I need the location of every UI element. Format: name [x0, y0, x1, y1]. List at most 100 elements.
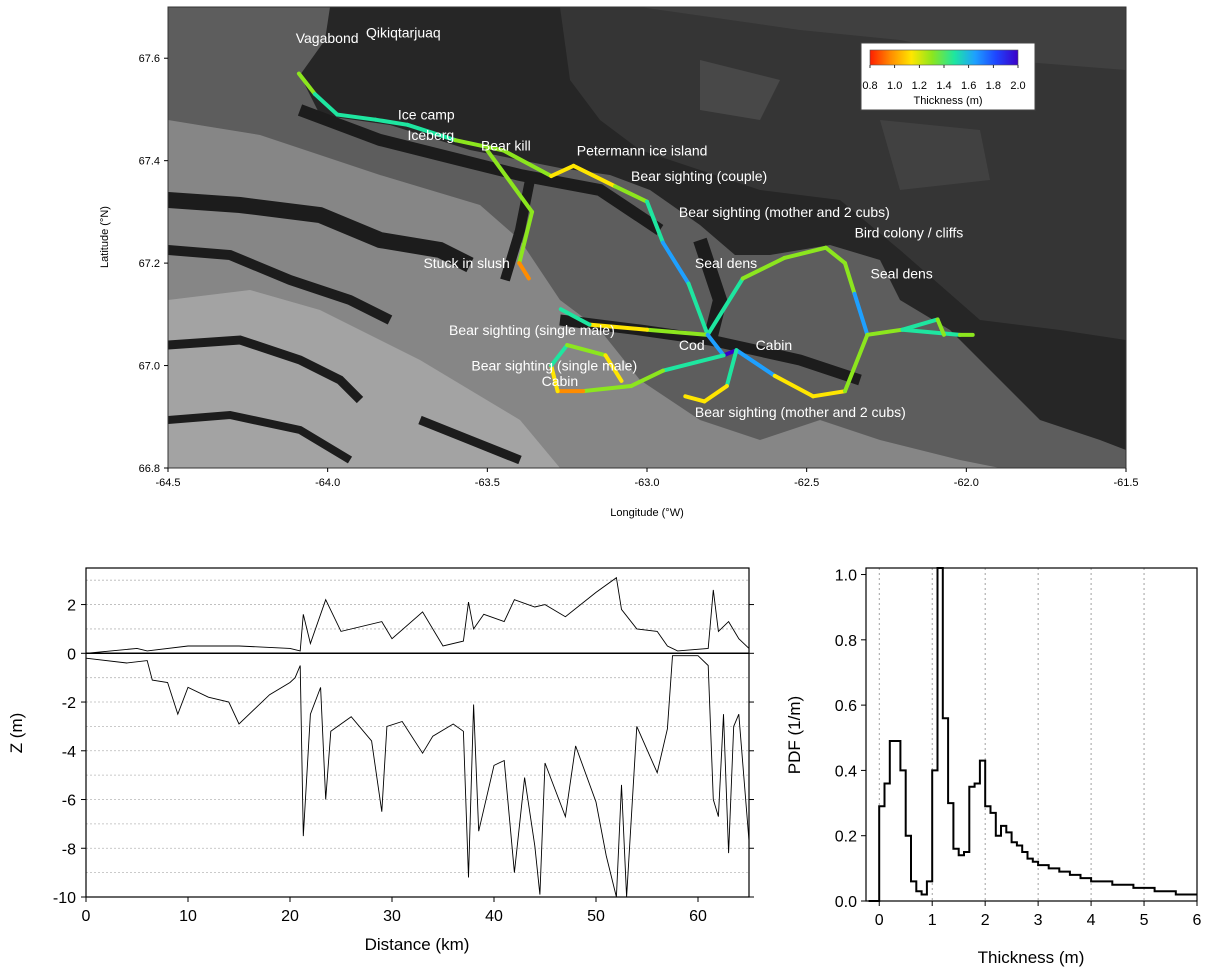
map-y-tick-label: 67.4 [139, 156, 160, 168]
track-segment [740, 255, 787, 281]
colorbar-legend: 0.8 1.0 1.2 1.4 1.6 1.8 2.0 Thickness (m) [860, 42, 1036, 111]
map-annotation: Stuck in slush [423, 255, 509, 271]
map-annotation: Seal dens [695, 255, 757, 271]
track-segment [629, 368, 665, 389]
track-segment [724, 348, 739, 389]
pdf-y-tick-label: 0.2 [835, 829, 857, 846]
pdf-y-tick-label: 0.8 [835, 633, 857, 650]
map-annotation: Bear sighting (couple) [631, 168, 767, 184]
track-segment [645, 199, 665, 245]
track-segment [772, 373, 816, 399]
track-segment [900, 327, 962, 337]
map-x-tick-label: -64.5 [155, 477, 180, 489]
colorbar-ticks: 0.8 1.0 1.2 1.4 1.6 1.8 2.0 [862, 65, 1026, 92]
colorbar-tick-label: 1.6 [961, 80, 976, 92]
track-segment [613, 184, 649, 204]
track-segment [811, 389, 847, 399]
map-y-tick-label: 67.2 [139, 258, 160, 270]
track-segment [501, 148, 554, 179]
map-annotation: Bird colony / cliffs [855, 225, 964, 241]
map-annotation: Bear sighting (single male) [471, 358, 637, 374]
map-x-tick-label: -64.0 [315, 477, 340, 489]
pdf-x-tick-label: 4 [1087, 912, 1096, 929]
track-segment [660, 353, 726, 373]
map-annotations: Vagabond Qikiqtarjuaq Ice camp Iceberg Bear … [296, 25, 964, 420]
track-segment [705, 276, 745, 337]
track-segment [842, 261, 857, 296]
track-segment [517, 209, 535, 266]
map-y-tick-label: 67.6 [139, 53, 160, 65]
pdf-ylabel: PDF (1/m) [785, 696, 804, 774]
profile-series-surface [85, 576, 750, 654]
profile-ylabel: Z (m) [7, 713, 26, 754]
pdf-step-line [868, 567, 1197, 902]
profile-series-bottom [85, 655, 750, 898]
map-x-tick-label: -62.5 [794, 477, 819, 489]
track-segment [852, 291, 870, 337]
track-segment [296, 71, 317, 97]
pdf-x-tick-label: 0 [875, 912, 884, 929]
pdf-x-tick-label: 1 [928, 912, 937, 929]
colorbar-tick-label: 1.8 [986, 80, 1001, 92]
profile-axes: 0 10 20 30 40 50 60 -10 -8 -6 -4 -2 0 2 [53, 598, 754, 925]
track-segment [935, 317, 946, 337]
pdf-x-tick-label: 6 [1193, 912, 1202, 929]
track-segment [565, 343, 608, 358]
map-annotation: Seal dens [871, 265, 933, 281]
colorbar-label: Thickness (m) [913, 95, 982, 107]
track-segment [335, 112, 378, 122]
track-layer [296, 71, 975, 404]
profile-x-tick-label: 10 [179, 908, 197, 925]
track-segment [549, 363, 560, 394]
colorbar-gradient [869, 49, 1019, 66]
track-segment [842, 332, 870, 394]
profile-grid [86, 579, 749, 898]
profile-y-tick-label: -6 [62, 793, 76, 810]
profile-y-tick-label: 0 [67, 646, 76, 663]
map-ylabel: Latitude (°N) [99, 206, 111, 268]
map-annotation: Ice camp [398, 107, 455, 123]
track-segment [705, 332, 726, 358]
track-segment [900, 317, 940, 332]
pdf-x-tick-label: 3 [1034, 912, 1043, 929]
profile-x-tick-label: 50 [587, 908, 605, 925]
pdf-axes: 0 1 2 3 4 5 6 0.0 0.2 0.4 0.6 0.8 1.0 [835, 568, 1202, 929]
track-segment [734, 348, 777, 378]
pdf-x-tick-label: 2 [981, 912, 990, 929]
map-annotation: Iceberg [408, 127, 455, 143]
map-x-tick-label: -62.0 [954, 477, 979, 489]
profile-x-tick-label: 60 [689, 908, 707, 925]
track-segment [549, 163, 576, 179]
colorbar-tick-label: 2.0 [1010, 80, 1025, 92]
colorbar-tick-label: 0.8 [862, 80, 877, 92]
map-annotation: Cabin [756, 337, 793, 353]
map-y-tick-label: 67.0 [139, 361, 160, 373]
pdf-y-tick-label: 0.6 [835, 698, 857, 715]
track-segment [453, 138, 506, 153]
track-segment [405, 122, 458, 143]
profile-x-tick-label: 0 [82, 908, 91, 925]
profile-y-tick-label: 2 [67, 598, 76, 615]
profile-y-tick-label: -4 [62, 744, 76, 761]
profile-lines [85, 576, 750, 898]
map-annotation: Bear sighting (mother and 2 cubs) [679, 204, 890, 220]
track-segment [683, 394, 707, 404]
profile-x-tick-label: 20 [281, 908, 299, 925]
map-panel: Vagabond Qikiqtarjuaq Ice camp Iceberg Bear … [99, 6, 1139, 519]
track-segment [312, 92, 340, 117]
map-x-tick-label: -63.5 [475, 477, 500, 489]
track-segment [517, 261, 531, 281]
track-segment [558, 307, 592, 327]
track-segment [645, 327, 710, 337]
profile-y-tick-label: -2 [62, 695, 76, 712]
profile-xlabel: Distance (km) [365, 935, 470, 954]
profile-x-tick-label: 30 [383, 908, 401, 925]
track-segment [549, 343, 570, 368]
profile-y-tick-label: -8 [62, 841, 76, 858]
pdf-y-tick-label: 0.0 [835, 894, 857, 911]
track-segment [782, 245, 828, 260]
profile-x-tick-label: 40 [485, 908, 503, 925]
track-segment [587, 322, 649, 332]
pdf-y-tick-label: 0.4 [835, 763, 857, 780]
